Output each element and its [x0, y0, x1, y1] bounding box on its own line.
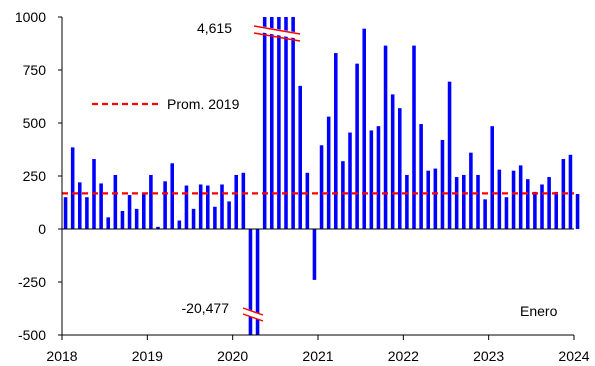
bar-2021-12 — [398, 108, 402, 229]
bar-2023-12 — [568, 154, 573, 229]
y-tick-label: 0 — [38, 221, 46, 237]
bar-2022-08 — [454, 177, 459, 229]
bar-2022-09 — [462, 174, 466, 229]
y-axis-ticks: 1000 750 500 250 0 -250 -500 — [15, 9, 62, 343]
x-tick-label: 2020 — [217, 348, 248, 364]
bar-2019-05 — [177, 220, 182, 229]
bar-2020-04 — [255, 229, 260, 335]
bar-2020-06 — [270, 17, 274, 229]
y-tick-label: 500 — [23, 115, 47, 131]
bar-2019-06 — [184, 185, 189, 229]
bar-2019-12 — [227, 201, 231, 229]
bar-2021-02 — [326, 116, 331, 229]
bar-2019-11 — [220, 184, 224, 229]
x-tick-label: 2022 — [388, 348, 419, 364]
corner-note-label: Enero — [520, 303, 558, 319]
bar-2022-05 — [433, 168, 438, 229]
bar-2022-11 — [476, 174, 480, 229]
bar-2019-02 — [156, 226, 160, 229]
bar-2023-07 — [533, 191, 537, 229]
bar-2021-04 — [341, 161, 345, 229]
bar-2018-06 — [99, 183, 103, 229]
bar-2018-11 — [134, 208, 139, 229]
bar-2021-01 — [319, 145, 324, 229]
bar-2023-01 — [490, 126, 494, 229]
bar-2018-02 — [70, 147, 75, 229]
bar-2018-03 — [78, 182, 82, 229]
bar-2021-06 — [355, 63, 359, 229]
bar-2018-08 — [113, 174, 118, 229]
bar-2023-06 — [526, 179, 530, 229]
x-axis-ticks: 2018 2019 2020 2021 2022 2023 2024 — [46, 335, 590, 364]
bar-2019-08 — [198, 184, 203, 229]
x-tick-label: 2019 — [132, 348, 163, 364]
y-tick-label: -250 — [18, 274, 46, 290]
high-break-value-label: 4,615 — [197, 20, 232, 36]
bar-2018-09 — [120, 210, 125, 229]
bar-2021-03 — [334, 53, 338, 229]
bar-2023-03 — [504, 197, 509, 229]
bar-2022-04 — [426, 170, 430, 229]
bar-2018-04 — [85, 197, 89, 229]
x-tick-label: 2023 — [473, 348, 504, 364]
bar-2023-05 — [518, 165, 523, 229]
x-tick-label: 2021 — [302, 348, 333, 364]
bar-2020-01 — [234, 174, 238, 229]
axes — [61, 17, 574, 336]
bar-2022-01 — [405, 174, 409, 229]
bar-2020-10 — [298, 85, 302, 230]
bar-2020-09 — [291, 17, 295, 229]
bar-2023-09 — [547, 177, 551, 229]
y-tick-label: 250 — [23, 168, 47, 184]
bar-2022-06 — [440, 139, 445, 229]
bar-2023-08 — [540, 184, 544, 229]
y-tick-label: 750 — [23, 62, 47, 78]
bar-2022-10 — [469, 152, 473, 229]
bar-2022-12 — [483, 199, 487, 229]
bar-2022-03 — [419, 124, 423, 229]
bar-2018-01 — [63, 197, 68, 229]
bar-2021-09 — [376, 126, 381, 229]
x-tick-label: 2018 — [46, 348, 77, 364]
reference-line-label: Prom. 2019 — [167, 96, 240, 112]
bar-2019-04 — [170, 163, 174, 229]
bar-2020-12 — [312, 229, 317, 280]
bar-2020-11 — [305, 172, 310, 229]
bar-2019-03 — [163, 181, 167, 229]
bar-2019-10 — [213, 206, 217, 229]
low-break-marker — [241, 307, 265, 322]
bar-2021-11 — [390, 94, 395, 229]
bar-2019-01 — [149, 174, 153, 229]
low-break-value-label: -20,477 — [182, 300, 230, 316]
bar-series — [63, 17, 580, 335]
bar-2022-07 — [447, 81, 452, 229]
bar-2022-02 — [412, 45, 416, 230]
y-tick-label: -500 — [18, 327, 46, 343]
bar-2019-09 — [206, 185, 210, 229]
bar-2018-12 — [142, 192, 146, 229]
y-tick-label: 1000 — [15, 9, 46, 25]
bar-2024-01 — [575, 194, 580, 229]
bar-2020-08 — [284, 17, 288, 229]
bar-2018-10 — [127, 195, 132, 229]
bar-2020-02 — [241, 172, 246, 229]
bar-2021-05 — [348, 132, 352, 229]
x-tick-label: 2024 — [558, 348, 589, 364]
bar-2019-07 — [191, 208, 196, 229]
bar-2023-02 — [497, 169, 502, 229]
high-break-marker — [253, 25, 301, 42]
bar-2023-10 — [554, 191, 558, 229]
bar-2020-03 — [248, 229, 253, 335]
bar-2021-10 — [383, 45, 388, 230]
bar-2021-07 — [362, 28, 366, 229]
bar-2018-07 — [106, 217, 110, 229]
bar-2020-07 — [277, 17, 281, 229]
bar-2021-08 — [369, 130, 374, 229]
bar-2023-04 — [511, 170, 516, 229]
bar-2020-05 — [262, 17, 267, 229]
